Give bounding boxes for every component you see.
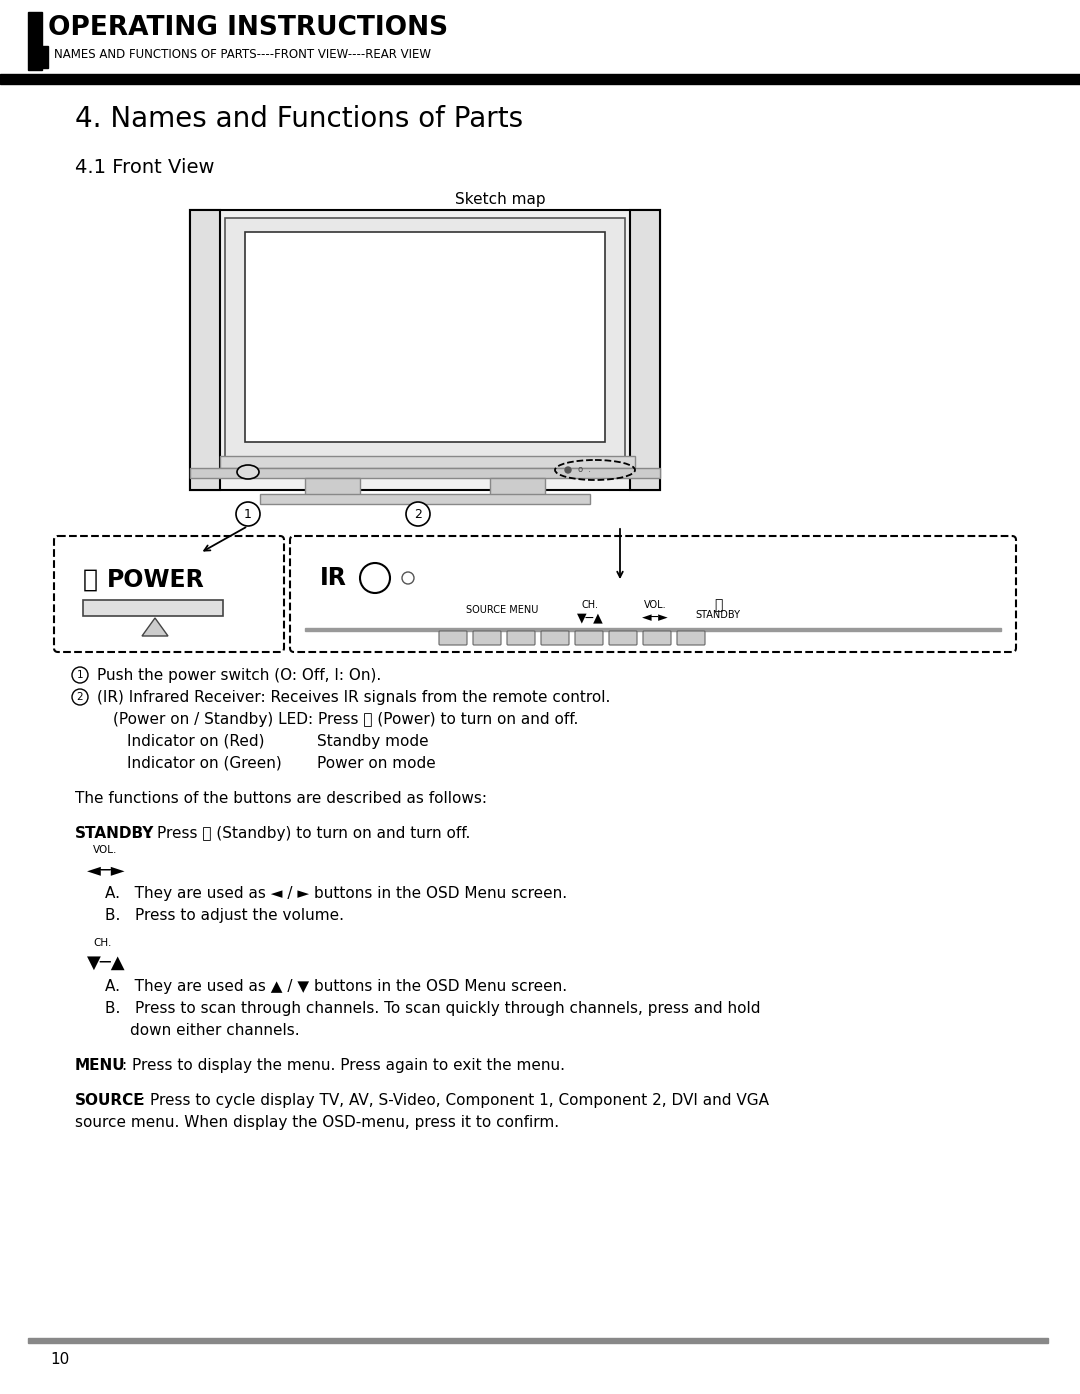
Text: ▼─▲: ▼─▲ [87,953,125,972]
Text: (IR) Infrared Receiver: Receives IR signals from the remote control.: (IR) Infrared Receiver: Receives IR sign… [97,690,610,705]
Text: POWER: POWER [107,567,205,592]
Text: Power on mode: Power on mode [318,756,435,771]
Circle shape [402,572,414,584]
Ellipse shape [237,466,259,480]
Text: SOURCE MENU: SOURCE MENU [465,605,538,615]
Text: o  .: o . [578,466,591,474]
Bar [190,468,660,478]
Bar [190,210,220,491]
FancyBboxPatch shape [507,631,535,645]
Circle shape [237,502,260,526]
Text: 1: 1 [77,671,83,680]
Text: ⭘: ⭘ [714,598,723,612]
Text: source menu. When display the OSD-menu, press it to confirm.: source menu. When display the OSD-menu, … [75,1115,559,1131]
Text: 2: 2 [414,507,422,520]
Text: B.   Press to adjust the volume.: B. Press to adjust the volume. [105,907,345,923]
Text: SOURCE: SOURCE [75,1093,145,1108]
Bar [0,74,1080,84]
Text: 4. Names and Functions of Parts: 4. Names and Functions of Parts [75,105,523,132]
Circle shape [565,467,571,473]
FancyBboxPatch shape [677,631,705,645]
FancyBboxPatch shape [541,631,569,645]
FancyBboxPatch shape [438,631,467,645]
Text: Sketch map: Sketch map [455,192,545,206]
Text: IR: IR [320,566,347,590]
Text: STANDBY: STANDBY [696,611,741,620]
Text: 1: 1 [244,507,252,520]
Text: Standby mode: Standby mode [318,735,429,749]
Text: ◄─►: ◄─► [87,861,125,880]
Text: VOL.: VOL. [93,845,118,855]
Bar [83,599,222,616]
Text: The functions of the buttons are described as follows:: The functions of the buttons are describ… [75,790,487,806]
Text: ◄─►: ◄─► [642,611,669,625]
Text: CH.: CH. [581,599,598,611]
Text: Push the power switch (O: Off, I: On).: Push the power switch (O: Off, I: On). [97,668,381,683]
Bar [190,210,660,491]
Text: : Press to cycle display TV, AV, S-Video, Component 1, Component 2, DVI and VGA: : Press to cycle display TV, AV, S-Video… [140,1093,769,1108]
Text: (Power on / Standby) LED: Press ⒤ (Power) to turn on and off.: (Power on / Standby) LED: Press ⒤ (Power… [113,712,579,728]
Text: MENU: MENU [75,1058,125,1073]
Text: STANDBY: STANDBY [75,827,154,841]
FancyBboxPatch shape [291,537,1016,652]
Text: OPERATING INSTRUCTIONS: OPERATING INSTRUCTIONS [48,15,448,40]
Text: down either channels.: down either channels. [130,1023,299,1039]
Text: : Press ⒤ (Standby) to turn on and turn off.: : Press ⒤ (Standby) to turn on and turn … [147,827,471,841]
Circle shape [72,689,87,705]
Bar [42,46,48,68]
FancyBboxPatch shape [473,631,501,645]
Text: 2: 2 [77,691,83,703]
Bar [260,493,590,505]
Circle shape [360,563,390,592]
Circle shape [72,666,87,683]
Bar [490,478,545,496]
Bar [305,478,360,496]
Text: NAMES AND FUNCTIONS OF PARTS----FRONT VIEW----REAR VIEW: NAMES AND FUNCTIONS OF PARTS----FRONT VI… [54,47,431,61]
Text: CH.: CH. [93,938,111,948]
Bar [225,217,625,459]
Text: : Press to display the menu. Press again to exit the menu.: : Press to display the menu. Press again… [122,1058,565,1073]
Bar [220,456,635,468]
Bar [245,231,605,442]
Text: ⭘: ⭘ [83,567,98,592]
Text: B.   Press to scan through channels. To scan quickly through channels, press and: B. Press to scan through channels. To sc… [105,1001,760,1016]
Text: Indicator on (Green): Indicator on (Green) [127,756,282,771]
Text: 4.1 Front View: 4.1 Front View [75,158,215,177]
Bar [28,13,42,70]
FancyBboxPatch shape [575,631,603,645]
Text: A.   They are used as ▲ / ▼ buttons in the OSD Menu screen.: A. They are used as ▲ / ▼ buttons in the… [105,979,567,994]
Text: A.   They are used as ◄ / ► buttons in the OSD Menu screen.: A. They are used as ◄ / ► buttons in the… [105,887,567,901]
FancyBboxPatch shape [643,631,671,645]
Bar [28,1338,1048,1342]
Circle shape [406,502,430,526]
Bar [630,210,660,491]
Text: ▼─▲: ▼─▲ [577,611,604,625]
Text: Indicator on (Red): Indicator on (Red) [127,735,265,749]
Polygon shape [141,618,168,636]
Text: 10: 10 [50,1352,69,1368]
Text: VOL.: VOL. [644,599,666,611]
FancyBboxPatch shape [54,537,284,652]
Bar [305,629,1001,631]
FancyBboxPatch shape [609,631,637,645]
